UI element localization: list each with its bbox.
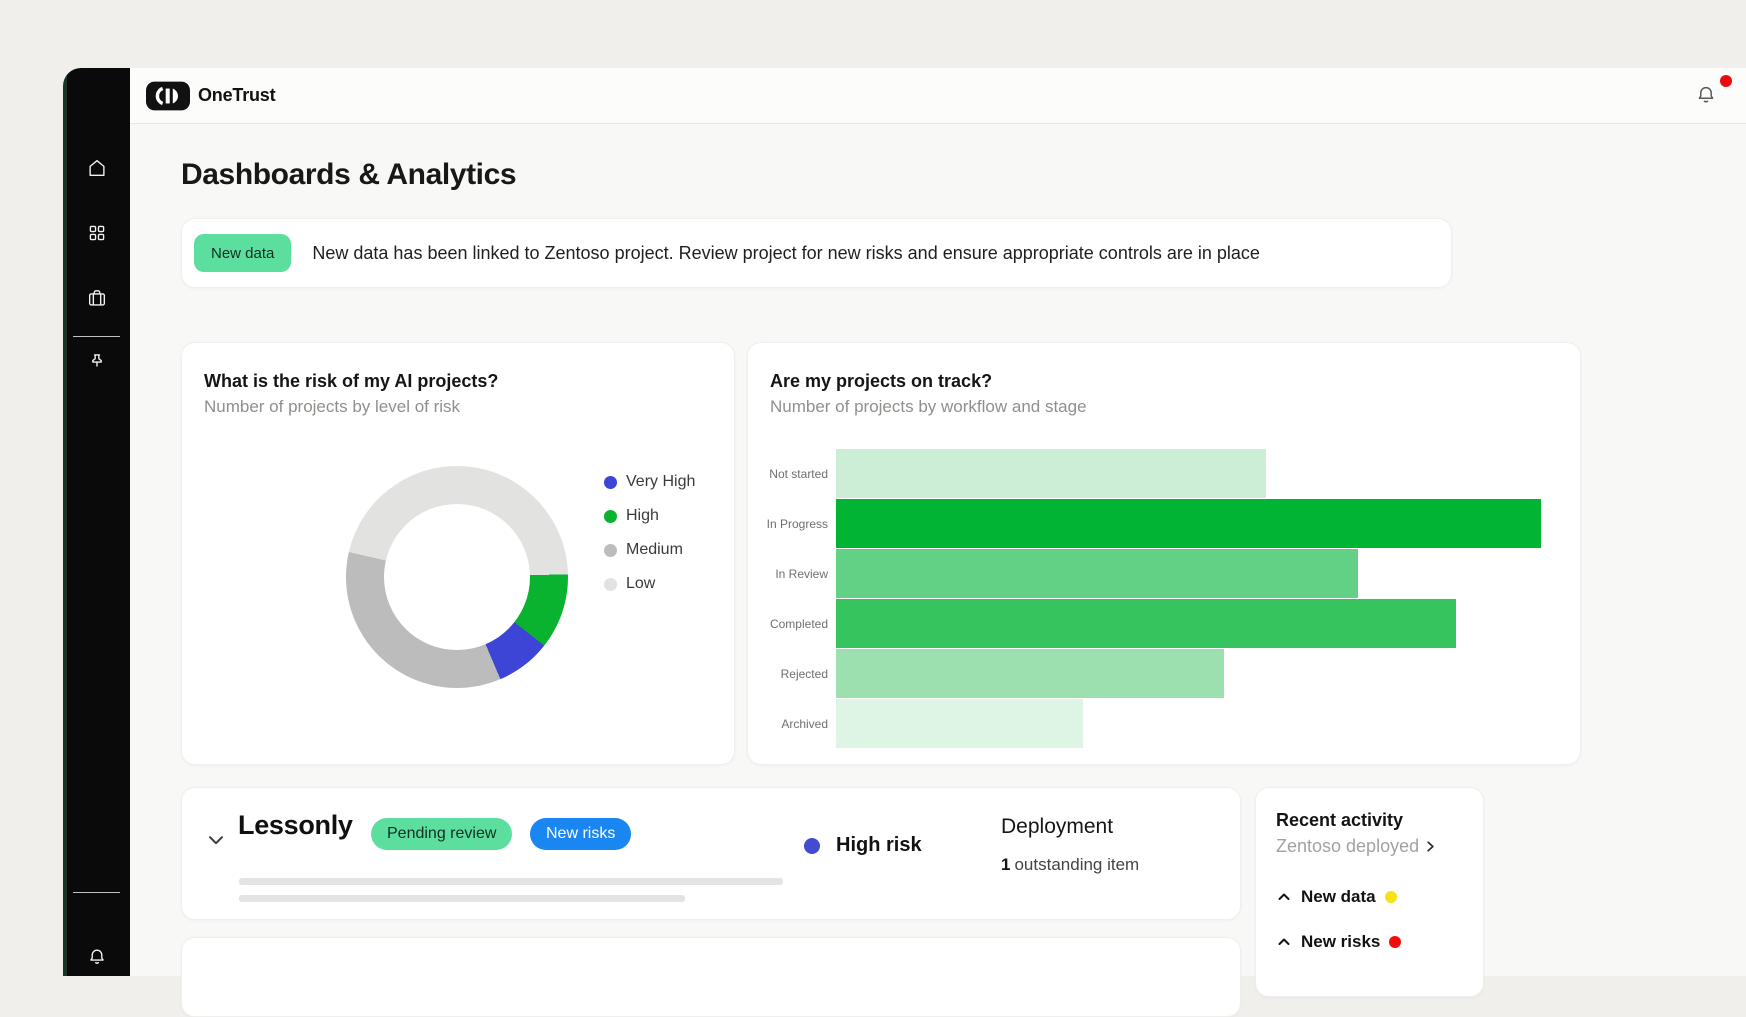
activity-status-dot [1389,936,1401,948]
risk-chart-card: What is the risk of my AI projects? Numb… [181,342,735,765]
sidebar-divider-top [73,336,120,337]
legend-item-medium: Medium [604,533,695,567]
legend-dot [604,578,617,591]
project-row-lessonly[interactable]: Lessonly Pending review New risks High r… [181,787,1241,920]
legend-dot [604,510,617,523]
track-chart: Not startedIn ProgressIn ReviewCompleted… [748,449,1580,749]
bar-not-started [836,449,1266,498]
notification-banner: New data New data has been linked to Zen… [181,218,1452,288]
risk-card-title: What is the risk of my AI projects? [204,371,498,392]
risk-donut [346,466,568,688]
legend-label: High [626,507,659,525]
outstanding-label: outstanding item [1014,855,1139,874]
zentoso-deployed-link[interactable]: Zentoso deployed [1276,836,1438,857]
onetrust-logo [146,81,190,111]
bar-row-rejected: Rejected [748,649,1580,699]
bar-in-review [836,549,1358,598]
activity-item-new-data[interactable]: New data [1276,884,1471,910]
page-title: Dashboards & Analytics [181,158,516,192]
skeleton-line [239,878,783,885]
bar-row-in-progress: In Progress [748,499,1580,549]
bar-completed [836,599,1456,648]
briefcase-icon[interactable] [86,287,108,309]
caret-up-icon [1276,889,1292,905]
brand-name: OneTrust [198,85,275,106]
sidebar-divider-bottom [73,892,120,893]
bar-label: In Review [748,549,828,599]
bar-label: Archived [748,699,828,749]
legend-item-high: High [604,499,695,533]
project-name: Lessonly [238,810,353,841]
apps-grid-icon[interactable] [86,222,108,244]
legend-label: Medium [626,541,683,559]
new-risks-badge: New risks [530,818,631,850]
risk-level-dot [804,838,820,854]
activity-item-new-risks[interactable]: New risks [1276,929,1471,955]
bar-row-not-started: Not started [748,449,1580,499]
chevron-right-icon [1423,839,1438,854]
activity-item-label: New data [1301,887,1376,907]
next-project-row[interactable] [181,937,1241,1017]
top-header: OneTrust [130,68,1746,124]
legend-label: Very High [626,473,695,491]
bar-rejected [836,649,1224,698]
bar-row-completed: Completed [748,599,1580,649]
bar-label: Not started [748,449,828,499]
bar-label: Completed [748,599,828,649]
activity-item-label: New risks [1301,932,1380,952]
activity-status-dot [1385,891,1397,903]
legend-label: Low [626,575,655,593]
bar-row-in-review: In Review [748,549,1580,599]
new-data-badge: New data [194,234,291,272]
unread-notification-dot [1720,75,1732,87]
stage-outstanding: 1outstanding item [1001,855,1139,875]
sidebar [63,68,130,976]
track-card-title: Are my projects on track? [770,371,992,392]
bar-row-archived: Archived [748,699,1580,749]
legend-item-very-high: Very High [604,465,695,499]
track-card-subtitle: Number of projects by workflow and stage [770,397,1087,417]
bar-archived [836,699,1083,748]
banner-message: New data has been linked to Zentoso proj… [312,243,1260,264]
notifications-bell-icon[interactable] [1694,83,1718,107]
activity-link-label: Zentoso deployed [1276,836,1419,857]
risk-level-label: High risk [836,834,922,857]
legend-dot [604,476,617,489]
track-chart-card: Are my projects on track? Number of proj… [747,342,1581,765]
skeleton-line [239,895,685,902]
activity-list: New data New risks [1276,884,1471,974]
legend-item-low: Low [604,567,695,601]
chevron-down-icon[interactable] [206,830,226,850]
risk-card-subtitle: Number of projects by level of risk [204,397,460,417]
stage-title: Deployment [1001,815,1113,839]
pin-icon[interactable] [86,351,108,373]
legend-dot [604,544,617,557]
bar-label: In Progress [748,499,828,549]
caret-up-icon [1276,934,1292,950]
risk-legend: Very High High Medium Low [604,465,695,601]
home-icon[interactable] [86,157,108,179]
bell-icon[interactable] [86,946,108,968]
page: { "window": { "brand": "OneTrust", "page… [0,0,1746,976]
recent-activity-card: Recent activity Zentoso deployed New dat… [1255,787,1484,997]
status-badge: Pending review [371,818,512,850]
bar-in-progress [836,499,1541,548]
bar-label: Rejected [748,649,828,699]
recent-activity-title: Recent activity [1276,810,1403,831]
outstanding-count: 1 [1001,855,1010,874]
